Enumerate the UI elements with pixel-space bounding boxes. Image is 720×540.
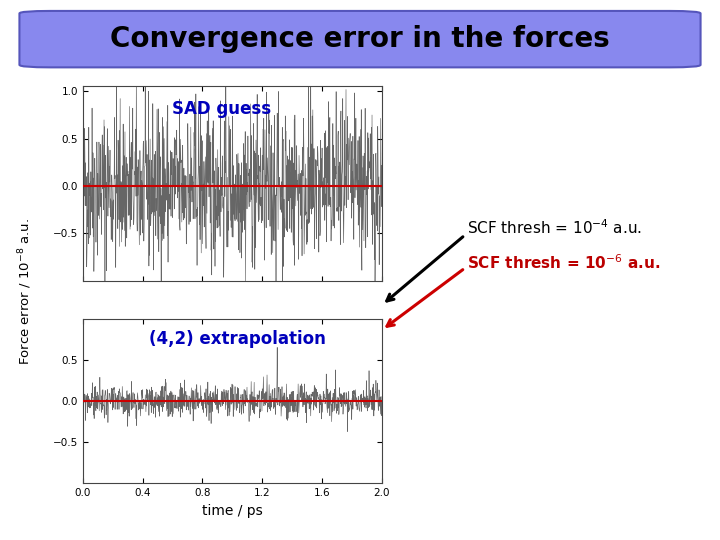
FancyBboxPatch shape [19, 11, 701, 68]
Text: SCF thresh = 10$^{-4}$ a.u.: SCF thresh = 10$^{-4}$ a.u. [467, 219, 642, 238]
Text: (4,2) extrapolation: (4,2) extrapolation [148, 330, 325, 348]
Text: SAD guess: SAD guess [173, 100, 271, 118]
Text: Convergence error in the forces: Convergence error in the forces [110, 25, 610, 53]
Text: Force error / 10$^{-8}$ a.u.: Force error / 10$^{-8}$ a.u. [17, 218, 34, 365]
X-axis label: time / ps: time / ps [202, 504, 263, 518]
Text: SCF thresh = 10$^{-6}$ a.u.: SCF thresh = 10$^{-6}$ a.u. [467, 254, 660, 272]
